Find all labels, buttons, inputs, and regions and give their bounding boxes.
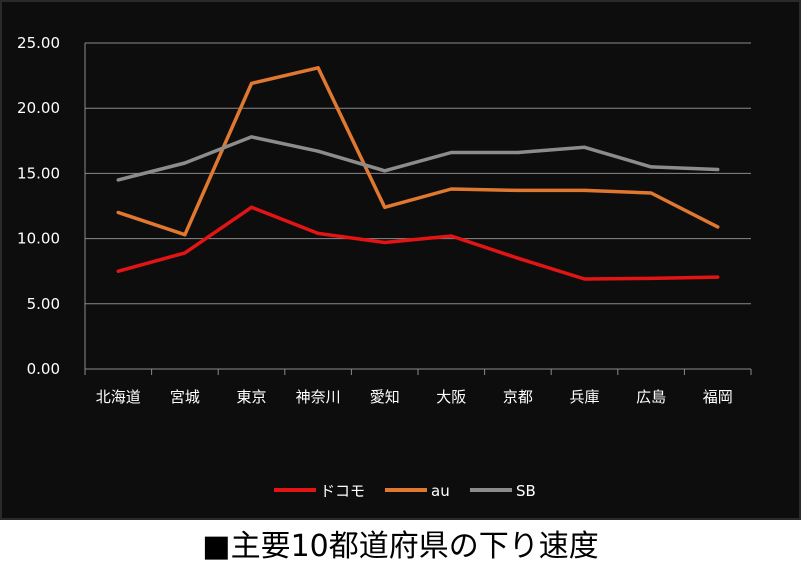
x-tick-label: 宮城 [170,388,200,406]
data-point [649,165,653,169]
legend-item: SB [470,482,536,500]
data-point [249,81,254,86]
y-axis-ticks: 0.00 5.00 10.00 15.00 20.00 25.00 [17,34,60,378]
data-point [449,234,453,238]
gridlines [84,42,751,370]
x-tick-label: 神奈川 [296,388,341,406]
chart-caption: ■主要10都道府県の下り速度 [202,529,599,564]
series-line-0 [116,205,720,281]
y-tick-label: 0.00 [27,360,60,378]
data-point [383,169,387,173]
y-tick-label: 5.00 [27,295,60,313]
data-point [316,231,320,235]
data-point [383,240,387,245]
y-tick-label: 10.00 [17,230,60,248]
data-point [716,167,720,172]
x-axis-ticks: 北海道 宮城 東京 神奈川 愛知 大阪 京都 兵庫 広島 福岡 [84,369,752,406]
data-point [116,269,120,273]
data-point [116,210,120,215]
x-tick-label: 兵庫 [569,388,599,406]
data-point [449,187,453,191]
data-point [316,66,320,70]
x-tick-label: 東京 [236,388,266,406]
data-point [249,205,254,209]
legend-label: SB [516,482,536,500]
x-tick-label: 京都 [503,388,533,406]
legend-label: ドコモ [320,482,365,500]
x-tick-label: 広島 [636,388,666,406]
data-point [582,145,587,149]
legend-label: au [431,482,450,500]
data-point [116,178,120,182]
x-tick-label: 福岡 [703,388,733,406]
data-point [516,150,520,155]
x-tick-label: 北海道 [96,388,141,406]
line-chart: 0.00 5.00 10.00 15.00 20.00 25.00 北海道 宮城 東京 神奈川 愛… [17,34,752,500]
chart-area: 0.00 5.00 10.00 15.00 20.00 25.00 北海道 宮城 東京 神奈川 愛… [0,0,801,520]
data-point [516,256,520,260]
y-tick-label: 15.00 [17,164,60,182]
data-point [649,191,653,195]
data-point [183,233,187,237]
data-point [183,161,187,165]
data-point [649,276,653,280]
data-point [383,205,387,209]
x-tick-label: 大阪 [436,388,466,406]
legend: ドコモ au SB [274,482,536,500]
legend-item: au [385,482,450,500]
data-point [449,150,453,155]
data-point [582,277,587,281]
data-point [183,251,187,255]
data-point [716,275,720,279]
data-point [249,135,254,139]
data-point [582,188,587,192]
x-tick-label: 愛知 [370,388,400,406]
data-point [516,188,520,192]
legend-item: ドコモ [274,482,365,500]
data-point [316,149,320,153]
series-line-2 [116,135,720,182]
series-lines [116,66,720,281]
y-tick-label: 25.00 [17,34,60,52]
y-tick-label: 20.00 [17,99,60,117]
data-point [716,225,720,229]
series-line-1 [116,66,720,237]
